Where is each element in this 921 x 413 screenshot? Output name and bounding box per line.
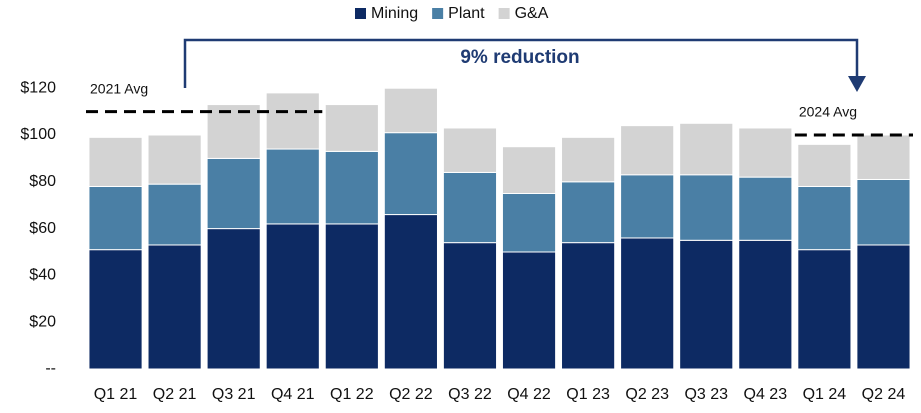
legend-swatch — [498, 8, 510, 19]
y-tick-label: $60 — [29, 220, 56, 237]
bar-segment — [206, 104, 261, 159]
bar-segment — [797, 185, 852, 251]
bar-segment — [147, 244, 202, 370]
y-tick-label: $80 — [29, 173, 56, 190]
bar-segment — [856, 178, 911, 246]
bar-segment — [738, 176, 793, 241]
y-tick-label: $40 — [29, 267, 56, 284]
bar-segment — [797, 143, 852, 187]
bar-segment — [561, 136, 616, 183]
x-tick-label: Q3 22 — [448, 386, 492, 403]
bar-segment — [561, 181, 616, 244]
bar-segment — [738, 239, 793, 370]
bar-segment — [88, 249, 143, 370]
x-tick-label: Q4 21 — [271, 386, 315, 403]
bar-segment — [679, 239, 734, 370]
bar-segment — [265, 92, 320, 150]
bar-segment — [88, 185, 143, 251]
bar-segment — [561, 242, 616, 370]
x-tick-label: Q4 22 — [507, 386, 551, 403]
x-tick-label: Q1 23 — [566, 386, 610, 403]
y-tick-label: -- — [45, 360, 56, 377]
y-tick-label: $120 — [20, 79, 56, 96]
bar-segment — [206, 157, 261, 230]
bracket — [183, 38, 859, 88]
x-tick-label: Q1 24 — [803, 386, 847, 403]
legend-swatch — [432, 8, 444, 19]
x-tick-label: Q3 23 — [684, 386, 728, 403]
bar-segment — [383, 132, 438, 216]
bar-segment — [383, 87, 438, 134]
x-tick-label: Q2 22 — [389, 386, 433, 403]
y-tick-label: $20 — [29, 313, 56, 330]
average-label: 2024 Avg — [799, 104, 857, 120]
bar-segment — [147, 183, 202, 246]
x-tick-label: Q1 21 — [94, 386, 138, 403]
x-tick-label: Q2 23 — [625, 386, 669, 403]
bar-segment — [501, 251, 557, 370]
bar-segment — [856, 134, 911, 180]
bar-segment — [738, 127, 793, 178]
bar-segment — [206, 228, 261, 370]
legend-label: Mining — [371, 5, 418, 22]
bar-segment — [324, 223, 379, 370]
average-label: 2021 Avg — [90, 80, 148, 96]
bar-segment — [679, 174, 734, 241]
bar-segment — [620, 237, 675, 370]
legend-label: Plant — [448, 5, 485, 22]
x-tick-label: Q2 24 — [862, 386, 906, 403]
bar-segment — [383, 214, 438, 370]
bar-segment — [679, 122, 734, 176]
bar-segment — [501, 146, 557, 194]
legend-label: G&A — [515, 5, 549, 22]
bar-segment — [324, 104, 379, 152]
x-tick-label: Q1 22 — [330, 386, 374, 403]
bar-segment — [442, 171, 498, 244]
x-tick-label: Q4 23 — [744, 386, 788, 403]
bar-segment — [797, 249, 852, 370]
bar-segment — [620, 174, 675, 239]
bar-segment — [620, 125, 675, 176]
bar-segment — [88, 136, 143, 187]
bar-segment — [442, 127, 498, 173]
bar-segment — [147, 134, 202, 185]
bar-segment — [501, 193, 557, 253]
bar-segment — [442, 242, 498, 370]
y-tick-label: $100 — [20, 126, 56, 143]
bar-segment — [265, 148, 320, 225]
bar-segment — [324, 150, 379, 225]
arrow-head — [848, 76, 866, 92]
x-tick-label: Q3 21 — [212, 386, 256, 403]
legend-swatch — [355, 8, 366, 19]
bar-segment — [265, 223, 320, 370]
bar-segment — [856, 244, 911, 370]
callout: 9% reduction — [460, 47, 579, 68]
x-tick-label: Q2 21 — [153, 386, 197, 403]
